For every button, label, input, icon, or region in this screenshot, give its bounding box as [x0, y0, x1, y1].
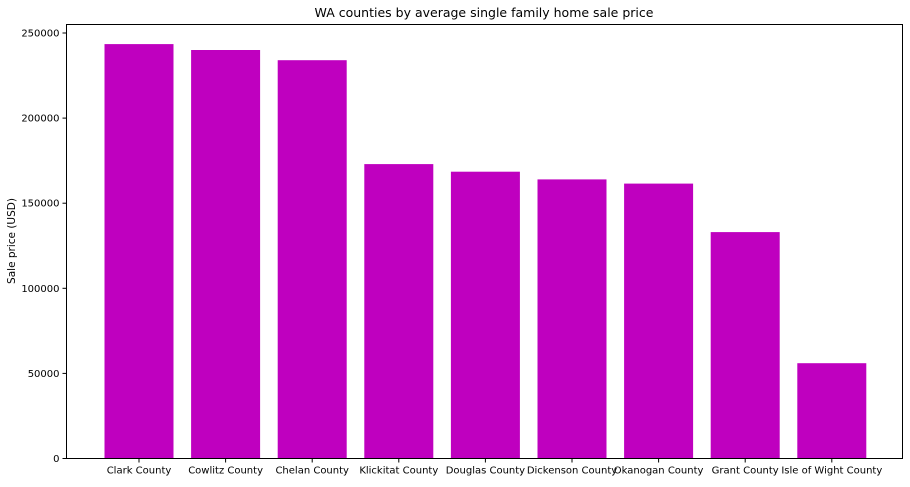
bar-dickenson-county [537, 179, 607, 459]
x-tick-label: Isle of Wight County [781, 466, 882, 477]
y-axis-label: Sale price (USD) [6, 198, 18, 284]
y-tick-label: 100000 [21, 284, 59, 295]
bar-douglas-county [450, 171, 520, 459]
x-tick-label: Klickitat County [359, 466, 438, 477]
y-tick-label: 150000 [21, 199, 59, 210]
x-tick-label: Okanogan County [614, 466, 704, 477]
bar-grant-county [710, 232, 780, 459]
bar-cowlitz-county [191, 50, 261, 459]
y-tick-label: 200000 [21, 114, 59, 125]
y-tick-label: 0 [53, 454, 59, 465]
bar-clark-county [104, 44, 174, 459]
x-tick-label: Chelan County [275, 466, 349, 477]
bar-okanogan-county [624, 183, 694, 459]
x-tick-label: Cowlitz County [188, 466, 263, 477]
x-tick-label: Grant County [712, 466, 779, 477]
plot-area-frame [66, 24, 903, 459]
y-tick-label: 250000 [21, 29, 59, 40]
x-tick-label: Douglas County [446, 466, 525, 477]
x-tick-label: Dickenson County [527, 466, 617, 477]
y-tick-label: 50000 [28, 369, 60, 380]
y-axis-ticks: 0 50000 100000 150000 200000 250000 [21, 29, 67, 465]
bar-isle-of-wight-county [797, 363, 867, 459]
x-tick-label: Clark County [107, 466, 172, 477]
bar-chelan-county [277, 60, 347, 459]
chart-title: WA counties by average single family hom… [315, 5, 654, 20]
bars-group [104, 44, 867, 459]
x-axis-ticks: Clark County Cowlitz County Chelan County K… [107, 458, 882, 477]
bar-klickitat-county [364, 164, 434, 459]
